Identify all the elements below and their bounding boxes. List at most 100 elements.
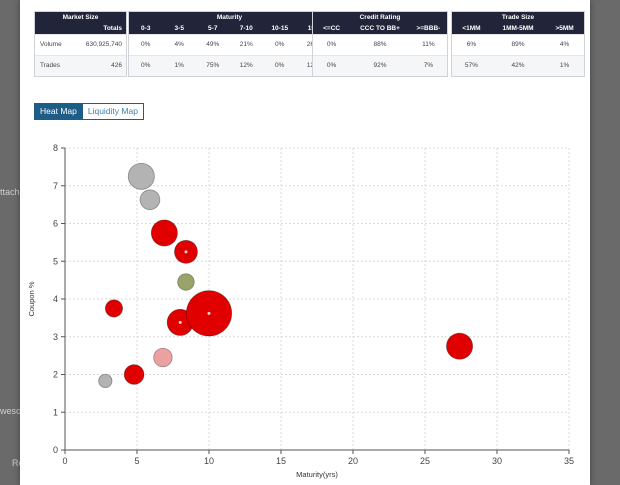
table-cell: 4% bbox=[174, 41, 184, 48]
y-tick-label: 6 bbox=[53, 219, 58, 229]
row-label-trades: Trades bbox=[40, 62, 60, 69]
y-tick-label: 0 bbox=[53, 445, 58, 455]
x-tick-label: 5 bbox=[134, 456, 139, 466]
maturity-table: Maturity 0-3 3-5 5-7 7-10 10-15 15+ 0% 4… bbox=[128, 11, 331, 77]
x-tick-label: 30 bbox=[492, 456, 502, 466]
table-cell: 88% bbox=[373, 41, 387, 48]
background-text: weso bbox=[0, 406, 22, 416]
totals-header: Totals bbox=[103, 25, 122, 32]
table-cell: 0% bbox=[141, 41, 151, 48]
trade-size-header: Trade Size <1MM 1MM-5MM >5MM bbox=[452, 12, 584, 34]
heat-map-panel: Market Size Totals Volume 630,925,740 Tr… bbox=[20, 0, 590, 485]
table-row: 0% 4% 49% 21% 0% 26% bbox=[129, 34, 330, 55]
bubble-center-dot bbox=[207, 311, 211, 315]
bubble-center-dot bbox=[178, 320, 182, 324]
bond-bubble[interactable] bbox=[104, 299, 123, 318]
y-tick-label: 1 bbox=[53, 407, 58, 417]
y-tick-label: 8 bbox=[53, 143, 58, 153]
table-cell: 0% bbox=[141, 62, 151, 69]
chart-points bbox=[98, 162, 474, 389]
heat-map-chart: 0 5 10 15 20 25 30 35 0 1 2 3 4 5 6 7 8 Maturity(yrs) Co… bbox=[27, 143, 574, 479]
table-cell: 1% bbox=[174, 62, 184, 69]
table-cell: 0% bbox=[326, 62, 337, 69]
table-cell: 0% bbox=[275, 62, 285, 69]
credit-rating-header: Credit Rating <=CC CCC TO BB+ >=BBB- bbox=[313, 12, 447, 34]
table-cell: 1% bbox=[559, 62, 570, 69]
maturity-header: Maturity 0-3 3-5 5-7 7-10 10-15 15+ bbox=[129, 12, 330, 34]
table-cell: 57% bbox=[464, 62, 478, 69]
table-row: Volume 630,925,740 bbox=[35, 34, 126, 55]
column-header: >5MM bbox=[555, 25, 574, 32]
table-cell: 92% bbox=[373, 62, 387, 69]
volume-total: 630,925,740 bbox=[85, 41, 122, 48]
bond-bubble[interactable] bbox=[153, 347, 173, 368]
y-tick-label: 2 bbox=[53, 370, 58, 380]
column-header: <=CC bbox=[323, 25, 341, 32]
x-tick-label: 0 bbox=[62, 456, 67, 466]
x-tick-label: 35 bbox=[564, 456, 574, 466]
x-tick-label: 10 bbox=[204, 456, 214, 466]
table-cell: 4% bbox=[559, 41, 570, 48]
table-row: 0% 88% 11% bbox=[313, 34, 447, 55]
chart-ticks: 0 5 10 15 20 25 30 35 0 1 2 3 4 5 6 7 8 bbox=[53, 143, 574, 466]
table-cell: 7% bbox=[423, 62, 434, 69]
column-header: <1MM bbox=[462, 25, 481, 32]
x-axis-label: Maturity(yrs) bbox=[296, 470, 338, 479]
y-axis-label: Coupon % bbox=[27, 281, 36, 316]
bubble-center-dot bbox=[184, 250, 188, 254]
table-cell: 21% bbox=[239, 41, 253, 48]
table-cell: 75% bbox=[206, 62, 220, 69]
market-size-title: Market Size bbox=[62, 14, 99, 21]
row-label-volume: Volume bbox=[40, 41, 62, 48]
bond-bubble[interactable] bbox=[177, 273, 195, 291]
table-row: 0% 92% 7% bbox=[313, 55, 447, 76]
trade-size-title: Trade Size bbox=[501, 14, 535, 21]
bond-bubble[interactable] bbox=[123, 364, 145, 385]
table-cell: 0% bbox=[326, 41, 337, 48]
column-header: 1MM-5MM bbox=[502, 25, 534, 32]
column-header: 7-10 bbox=[239, 25, 253, 32]
credit-rating-title: Credit Rating bbox=[359, 14, 401, 21]
y-tick-label: 3 bbox=[53, 332, 58, 342]
trades-total: 426 bbox=[111, 62, 122, 69]
background-text: ttache bbox=[0, 187, 25, 197]
table-row: 6% 89% 4% bbox=[452, 34, 584, 55]
bond-bubble[interactable] bbox=[446, 332, 474, 360]
market-size-table: Market Size Totals Volume 630,925,740 Tr… bbox=[34, 11, 127, 77]
table-row: 57% 42% 1% bbox=[452, 55, 584, 76]
y-tick-label: 7 bbox=[53, 181, 58, 191]
table-row: Trades 426 bbox=[35, 55, 126, 76]
table-cell: 0% bbox=[275, 41, 285, 48]
table-cell: 42% bbox=[511, 62, 525, 69]
table-row: 0% 1% 75% 12% 0% 12% bbox=[129, 55, 330, 76]
column-header: 0-3 bbox=[141, 25, 151, 32]
maturity-title: Maturity bbox=[216, 14, 243, 21]
chart-grid bbox=[65, 147, 570, 450]
chart-axes bbox=[61, 147, 570, 454]
table-cell: 6% bbox=[466, 41, 477, 48]
x-tick-label: 25 bbox=[420, 456, 430, 466]
column-header: 3-5 bbox=[174, 25, 184, 32]
column-header: CCC TO BB+ bbox=[360, 25, 400, 32]
y-tick-label: 5 bbox=[53, 256, 58, 266]
trade-size-table: Trade Size <1MM 1MM-5MM >5MM 6% 89% 4% 5… bbox=[451, 11, 585, 77]
table-cell: 49% bbox=[206, 41, 220, 48]
view-tabs: Heat Map Liquidity Map bbox=[34, 103, 144, 120]
credit-rating-table: Credit Rating <=CC CCC TO BB+ >=BBB- 0% … bbox=[312, 11, 448, 77]
bond-bubble[interactable] bbox=[150, 219, 178, 247]
market-size-header: Market Size Totals bbox=[35, 12, 126, 34]
x-tick-label: 15 bbox=[276, 456, 286, 466]
table-cell: 89% bbox=[511, 41, 525, 48]
bond-bubble[interactable] bbox=[139, 189, 161, 211]
bond-bubble[interactable] bbox=[98, 373, 113, 389]
column-header: 10-15 bbox=[271, 25, 289, 32]
table-cell: 11% bbox=[422, 41, 435, 48]
table-cell: 12% bbox=[239, 62, 253, 69]
column-header: 5-7 bbox=[208, 25, 218, 32]
x-tick-label: 20 bbox=[348, 456, 358, 466]
y-tick-label: 4 bbox=[53, 294, 58, 304]
column-header: >=BBB- bbox=[416, 25, 441, 32]
tab-liquidity-map[interactable]: Liquidity Map bbox=[82, 103, 144, 120]
bond-bubble[interactable] bbox=[127, 162, 155, 190]
tab-heat-map[interactable]: Heat Map bbox=[34, 103, 83, 120]
